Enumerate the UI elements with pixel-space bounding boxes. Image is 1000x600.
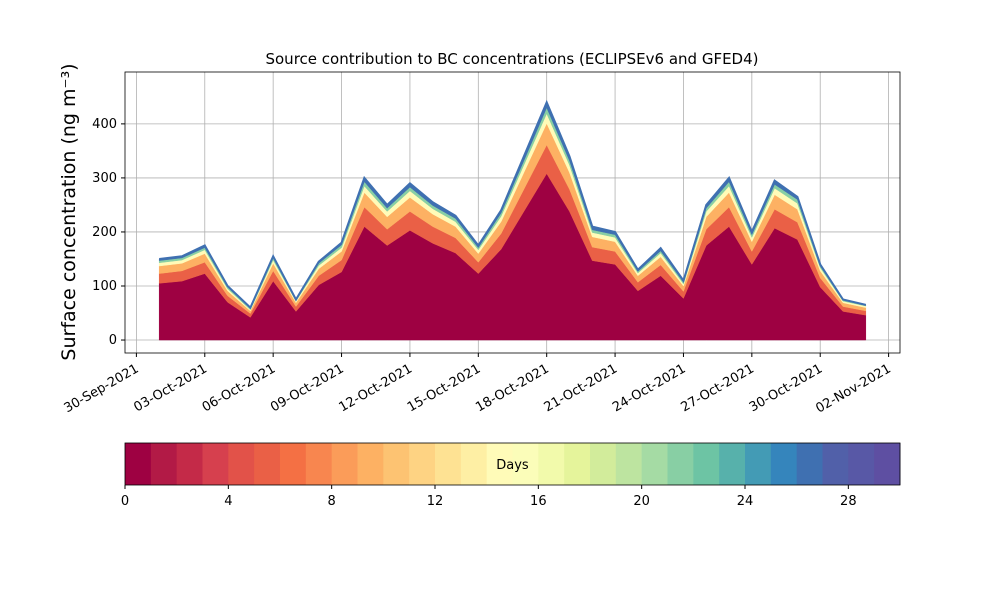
colorbar-tick-label: 28 <box>840 494 857 509</box>
colorbar-tick-label: 16 <box>530 494 547 509</box>
x-tick-label: 12-Oct-2021 <box>337 361 415 415</box>
y-tick-label: 400 <box>92 117 117 132</box>
x-tick-label: 18-Oct-2021 <box>473 361 551 415</box>
colorbar-tick-label: 8 <box>328 494 336 509</box>
y-tick-label: 100 <box>92 279 117 294</box>
x-tick-label: 02-Nov-2021 <box>813 361 893 416</box>
y-tick-label: 0 <box>109 333 117 348</box>
x-tick-label: 06-Oct-2021 <box>200 361 278 415</box>
colorbar-cell <box>641 443 668 485</box>
colorbar-cell <box>125 443 152 485</box>
colorbar-cell <box>383 443 410 485</box>
colorbar-cell <box>848 443 875 485</box>
colorbar-cell <box>822 443 849 485</box>
chart-title: Source contribution to BC concentrations… <box>265 50 758 68</box>
plot-frame <box>124 71 901 354</box>
colorbar-tick-label: 4 <box>224 494 232 509</box>
colorbar-label: Days <box>496 458 529 473</box>
colorbar-cell <box>693 443 720 485</box>
colorbar-cell <box>874 443 901 485</box>
colorbar-cell <box>770 443 798 485</box>
colorbar-cell <box>280 443 307 485</box>
y-tick-label: 300 <box>92 171 117 186</box>
colorbar-tick-label: 20 <box>633 494 650 509</box>
colorbar-tick-label: 12 <box>427 494 444 509</box>
colorbar-cell <box>796 443 823 485</box>
y-tick-label: 200 <box>92 225 117 240</box>
y-axis-label: Surface concentration (ng m⁻³) <box>58 63 80 360</box>
x-tick-label: 09-Oct-2021 <box>268 361 346 415</box>
colorbar-cell <box>667 443 694 485</box>
colorbar-cell <box>486 443 513 485</box>
colorbar-cell <box>254 443 281 485</box>
x-tick-label: 30-Sep-2021 <box>62 361 142 416</box>
x-tick-label: 21-Oct-2021 <box>542 361 620 415</box>
colorbar-cell <box>228 443 255 485</box>
colorbar-cell <box>357 443 384 485</box>
colorbar-cell <box>176 443 203 485</box>
colorbar-cell <box>564 443 591 485</box>
colorbar-cell <box>435 443 462 485</box>
colorbar-cell <box>590 443 617 485</box>
colorbar-cell <box>150 443 178 485</box>
colorbar-tick-label: 24 <box>737 494 754 509</box>
colorbar-cell <box>538 443 565 485</box>
x-tick-label: 03-Oct-2021 <box>131 361 209 415</box>
x-tick-label: 27-Oct-2021 <box>678 361 756 415</box>
colorbar-frame <box>124 442 901 486</box>
colorbar-cell <box>331 443 358 485</box>
colorbar-cell <box>305 443 333 485</box>
x-tick-label: 30-Oct-2021 <box>747 361 825 415</box>
colorbar-cell <box>745 443 772 485</box>
colorbar-cell <box>409 443 436 485</box>
colorbar-cell <box>202 443 229 485</box>
colorbar-cell <box>512 443 539 485</box>
top-line <box>159 99 867 310</box>
x-tick-label: 24-Oct-2021 <box>610 361 688 415</box>
x-tick-label: 15-Oct-2021 <box>405 361 483 415</box>
colorbar-cell <box>719 443 746 485</box>
colorbar-cell <box>460 443 488 485</box>
colorbar-tick-label: 0 <box>121 494 129 509</box>
colorbar-cell <box>615 443 643 485</box>
